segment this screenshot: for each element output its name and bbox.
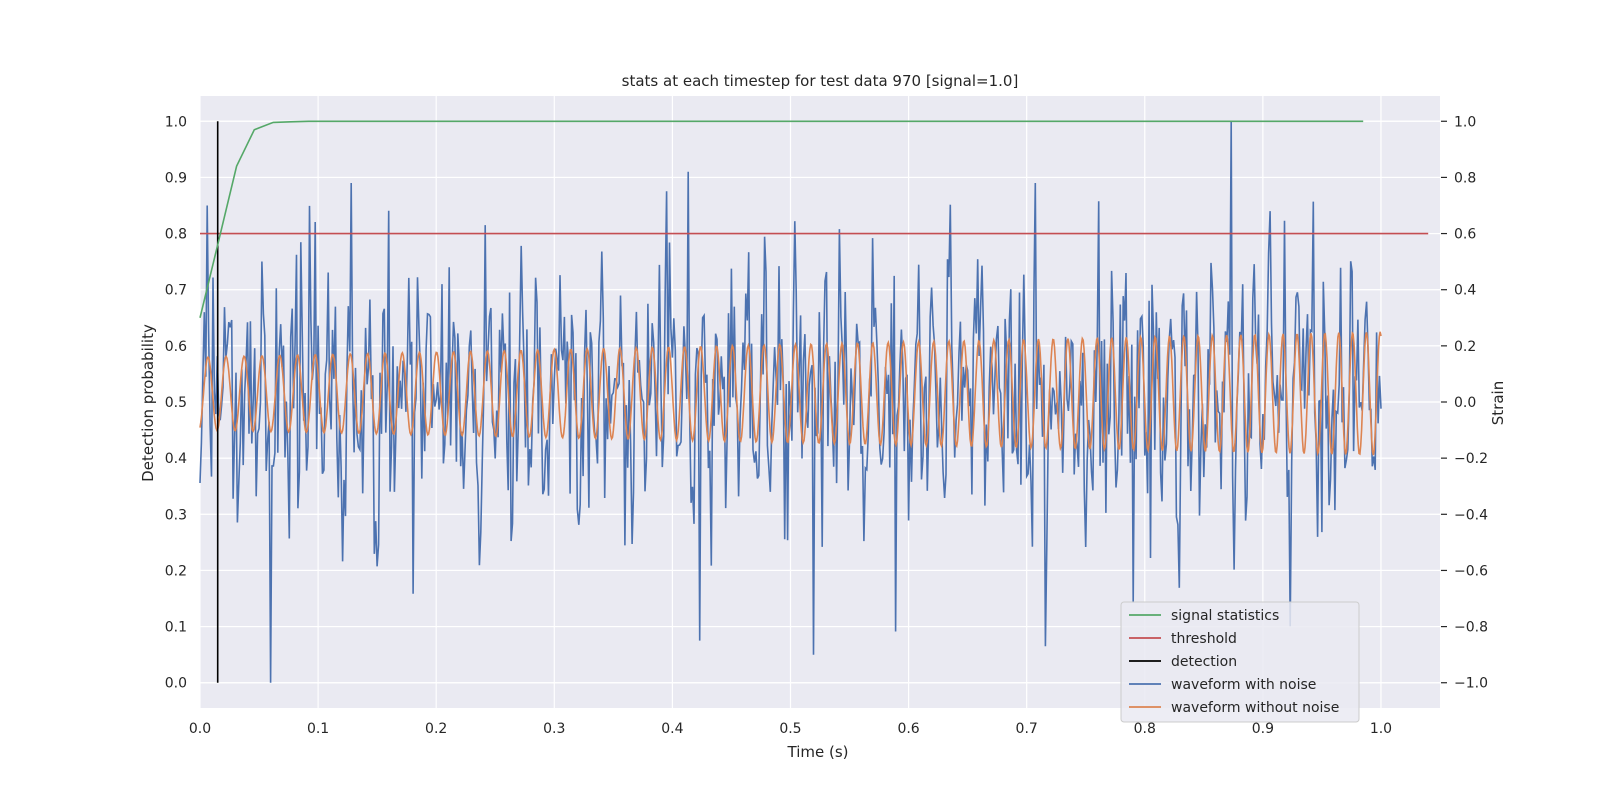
y-tick-label: 0.2 <box>165 563 187 579</box>
legend-label-waveform-without-noise: waveform without noise <box>1171 700 1339 716</box>
y-tick-label: 0.4 <box>165 451 187 467</box>
y2-tick-label: 1.0 <box>1454 114 1476 130</box>
y2-axis-title: Strain <box>1489 381 1507 425</box>
y2-tick-label: 0.8 <box>1454 170 1476 186</box>
x-tick-label: 1.0 <box>1370 721 1392 737</box>
y-tick-label: 0.1 <box>165 620 187 636</box>
y-tick-label: 0.0 <box>165 676 187 692</box>
y2-tick-label: 0.6 <box>1454 227 1476 243</box>
y-tick-label: 0.5 <box>165 395 187 411</box>
y2-tick-label: −0.6 <box>1454 563 1488 579</box>
chart-title: stats at each timestep for test data 970… <box>622 72 1019 90</box>
legend-label-threshold: threshold <box>1171 631 1237 647</box>
y2-tick-label: 0.0 <box>1454 395 1476 411</box>
y2-tick-label: 0.4 <box>1454 283 1476 299</box>
legend-label-waveform-with-noise: waveform with noise <box>1171 677 1316 693</box>
y2-tick-label: −1.0 <box>1454 676 1488 692</box>
x-tick-label: 0.0 <box>189 721 211 737</box>
legend-label-signal-statistics: signal statistics <box>1171 608 1279 624</box>
y2-tick-label: −0.2 <box>1454 451 1488 467</box>
legend-box <box>1120 601 1360 723</box>
y-axis-title: Detection probability <box>139 324 157 482</box>
y2-tick-label: 0.2 <box>1454 339 1476 355</box>
x-tick-label: 0.7 <box>1016 721 1038 737</box>
x-tick-label: 0.4 <box>661 721 683 737</box>
x-tick-label: 0.2 <box>425 721 447 737</box>
y2-tick-label: −0.8 <box>1454 620 1488 636</box>
y-tick-label: 0.9 <box>165 170 187 186</box>
ticks-layer: 0.0 0.1 0.2 0.3 0.4 0.5 0.6 0.7 0.8 0.9 1.0 0.0 0.1 0… <box>165 114 1488 737</box>
legend-label-detection: detection <box>1171 654 1237 670</box>
x-tick-label: 0.1 <box>307 721 329 737</box>
y-tick-label: 0.6 <box>165 339 187 355</box>
x-tick-label: 0.9 <box>1252 721 1274 737</box>
series-layer <box>199 120 1429 683</box>
y-tick-label: 1.0 <box>165 114 187 130</box>
y-tick-label: 0.3 <box>165 507 187 523</box>
legend: signal statistics threshold detection wa… <box>1120 601 1360 723</box>
y2-tick-label: −0.4 <box>1454 507 1488 523</box>
x-tick-label: 0.5 <box>779 721 801 737</box>
x-tick-label: 0.8 <box>1134 721 1156 737</box>
x-tick-label: 0.6 <box>897 721 919 737</box>
series-waveform-without-noise <box>199 331 1382 457</box>
y-tick-label: 0.7 <box>165 283 187 299</box>
x-axis-title: Time (s) <box>787 743 849 761</box>
y-tick-label: 0.8 <box>165 227 187 243</box>
x-tick-label: 0.3 <box>543 721 565 737</box>
series-signal-statistics <box>199 120 1364 318</box>
